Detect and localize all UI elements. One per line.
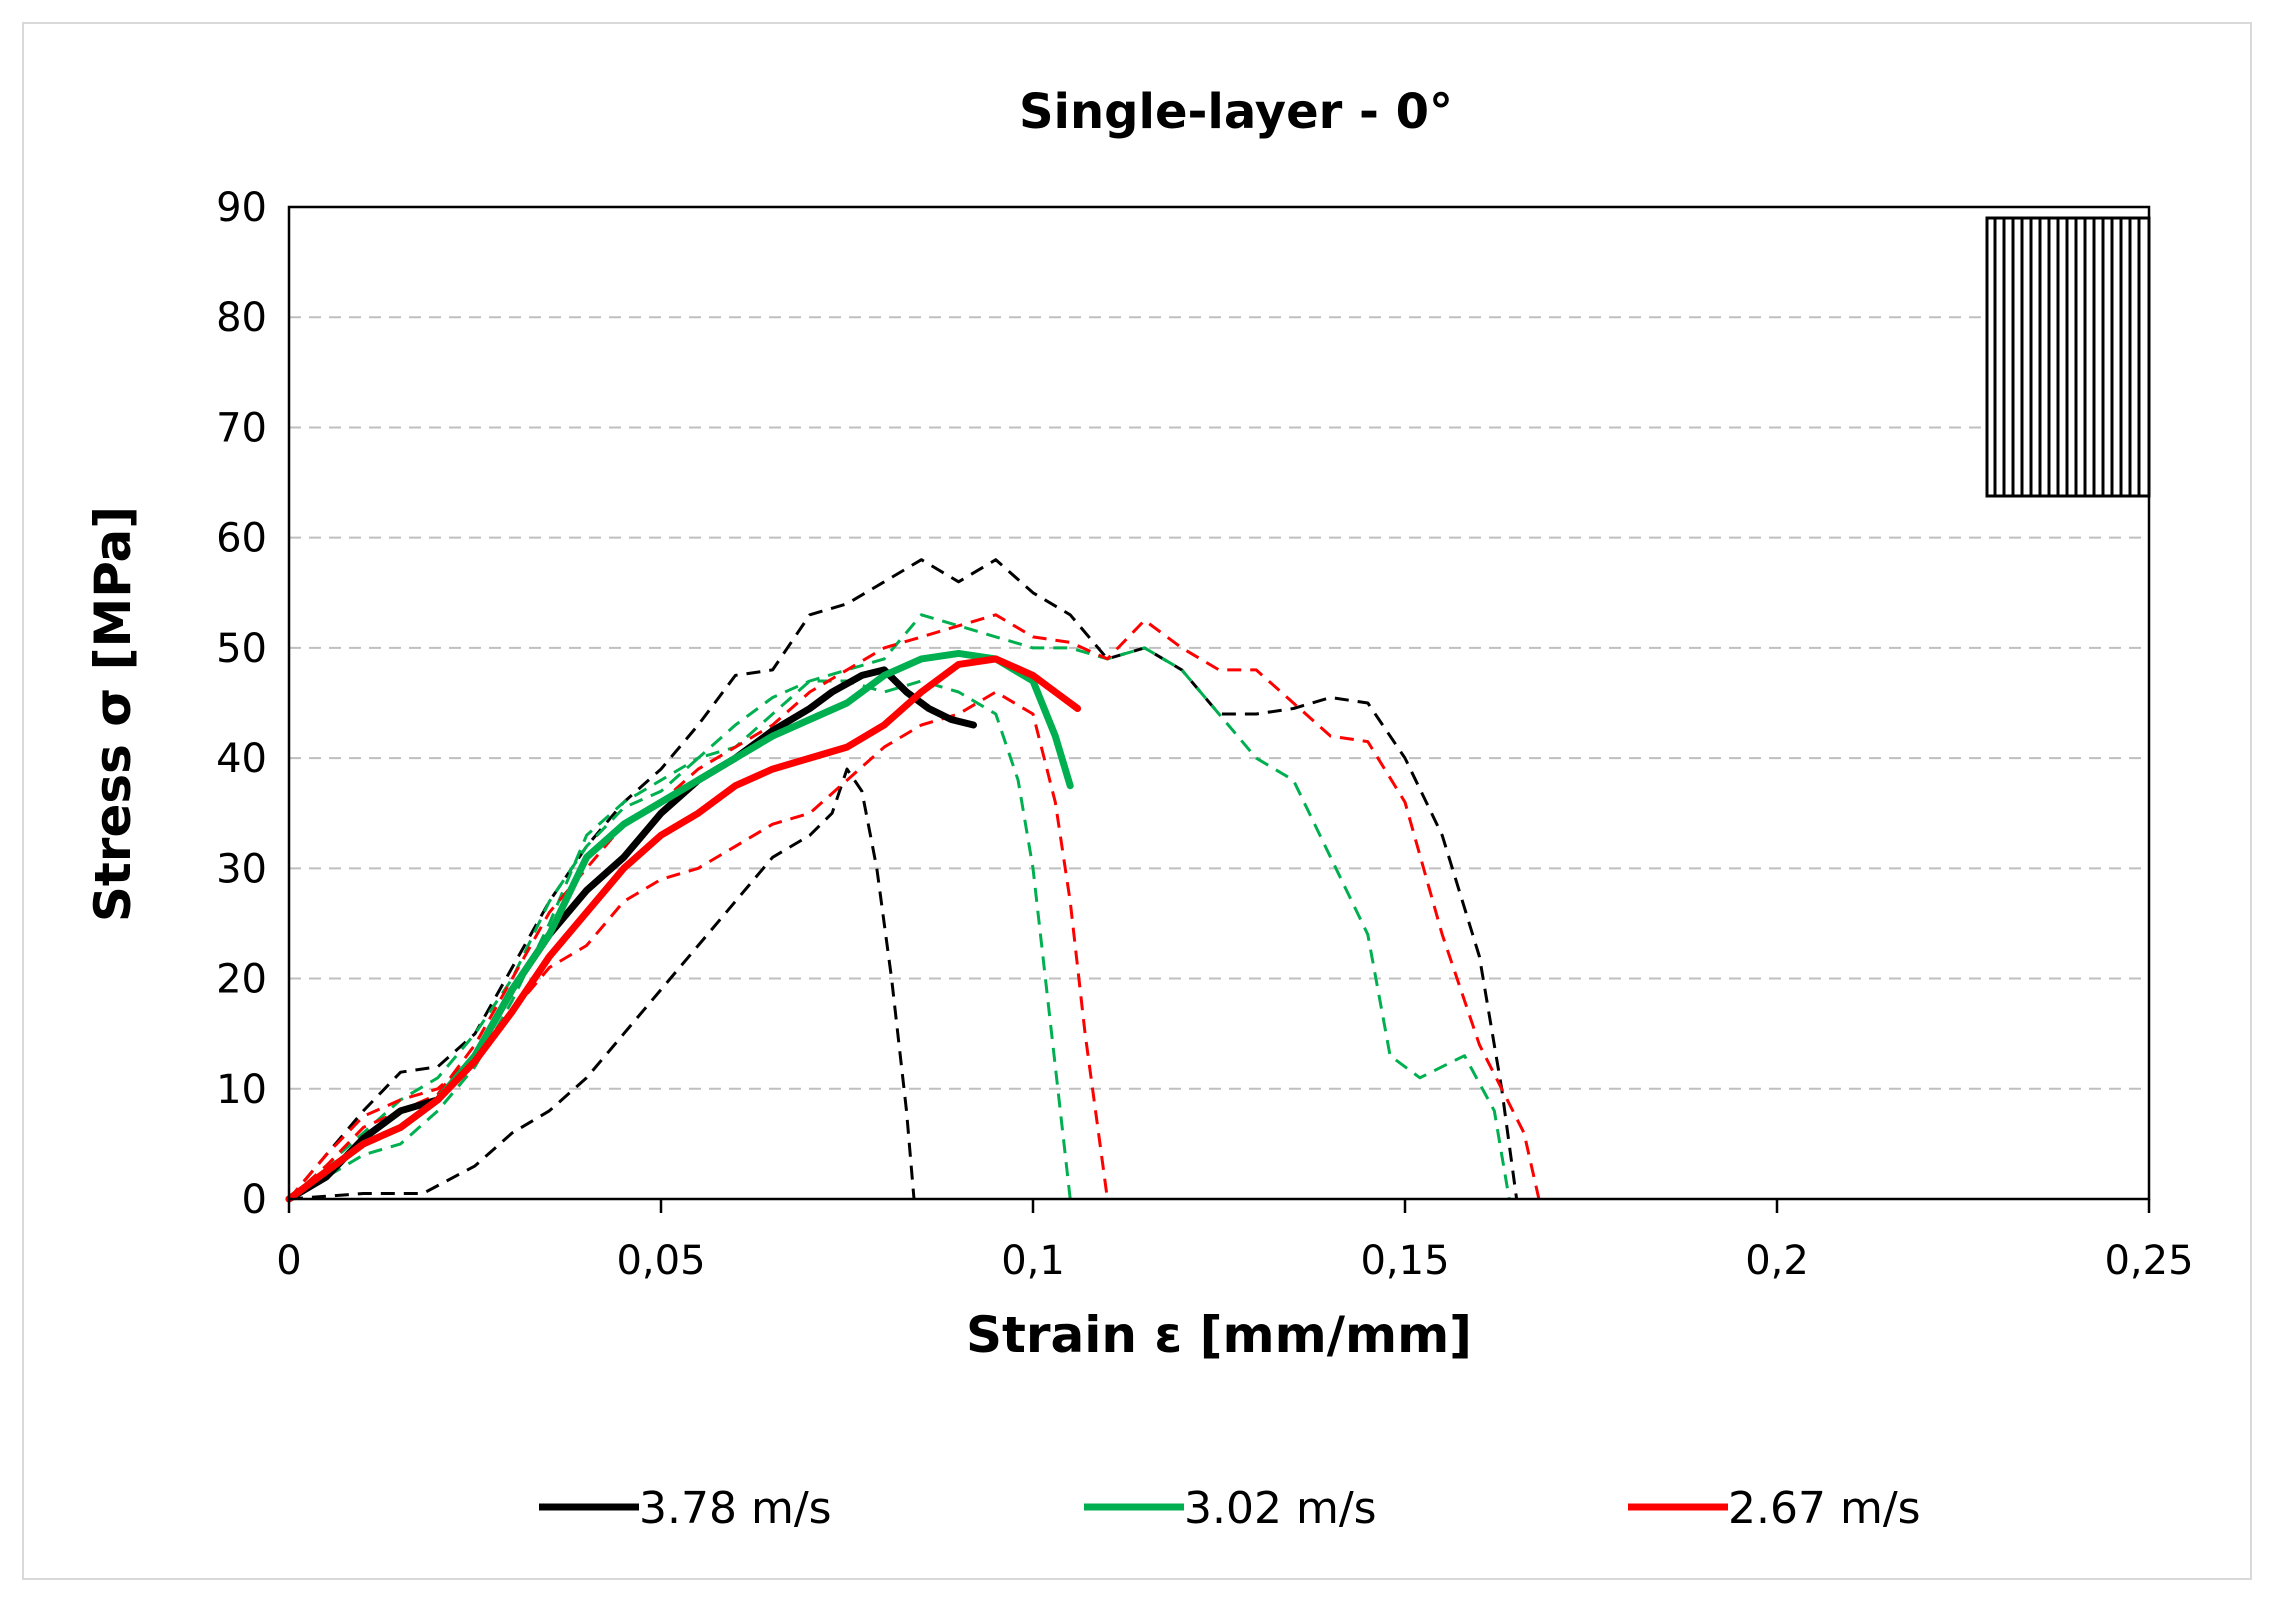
x-tick-label: 0,05 xyxy=(616,1238,705,1284)
x-tick-label: 0,2 xyxy=(1745,1238,1809,1284)
series-line-3-02-m-s-specimen-a xyxy=(288,613,1511,1201)
stress-strain-chart: Single-layer - 0° 0 10 20 30 40 50 60 70 80 90 0 0,… xyxy=(84,84,2194,1534)
series-line-3-78-m-s-specimen-a xyxy=(288,767,916,1201)
plot-area-border xyxy=(287,205,2151,1201)
y-tick-label: 70 xyxy=(216,405,267,451)
series-line-3-02-m-s xyxy=(285,649,1074,1203)
tick-labels: 0 10 20 30 40 50 60 70 80 90 0 0,05 0,1 0,15 0,2 0,25 xyxy=(216,185,2193,1284)
y-tick-label: 0 xyxy=(242,1177,267,1223)
x-tick-label: 0 xyxy=(276,1238,301,1284)
series-line-3-78-m-s xyxy=(285,666,977,1203)
gridlines xyxy=(289,316,2149,1090)
y-tick-label: 90 xyxy=(216,185,267,231)
axes xyxy=(287,205,2151,1213)
series-line-2-67-m-s xyxy=(285,655,1082,1203)
y-tick-label: 60 xyxy=(216,516,267,562)
series-line-2-67-m-s-specimen-a xyxy=(287,690,1109,1200)
legend-label: 2.67 m/s xyxy=(1728,1483,1921,1534)
y-tick-label: 80 xyxy=(216,295,267,341)
chart-title: Single-layer - 0° xyxy=(1019,84,1453,140)
x-axis-title: Strain ε [mm/mm] xyxy=(966,1306,1472,1364)
specimen-pattern-inset xyxy=(1985,216,2151,498)
chart-frame: Single-layer - 0° 0 10 20 30 40 50 60 70 80 90 0 0,… xyxy=(22,22,2252,1580)
legend-label: 3.02 m/s xyxy=(1184,1483,1377,1534)
y-tick-label: 50 xyxy=(216,626,267,672)
y-tick-label: 20 xyxy=(216,957,267,1003)
y-axis-title: Stress σ [MPa] xyxy=(84,506,142,922)
x-tick-label: 0,15 xyxy=(1360,1238,1449,1284)
legend-label: 3.78 m/s xyxy=(639,1483,832,1534)
x-tick-label: 0,25 xyxy=(2104,1238,2193,1284)
y-tick-label: 10 xyxy=(216,1067,267,1113)
series-line-3-78-m-s-specimen-b xyxy=(287,558,1519,1200)
series-lines xyxy=(285,558,1541,1203)
series-line-2-67-m-s-specimen-b xyxy=(288,613,1541,1201)
y-tick-label: 40 xyxy=(216,736,267,782)
y-tick-label: 30 xyxy=(216,846,267,892)
legend: 3.78 m/s 3.02 m/s 2.67 m/s xyxy=(539,1483,1921,1534)
x-tick-label: 0,1 xyxy=(1001,1238,1065,1284)
